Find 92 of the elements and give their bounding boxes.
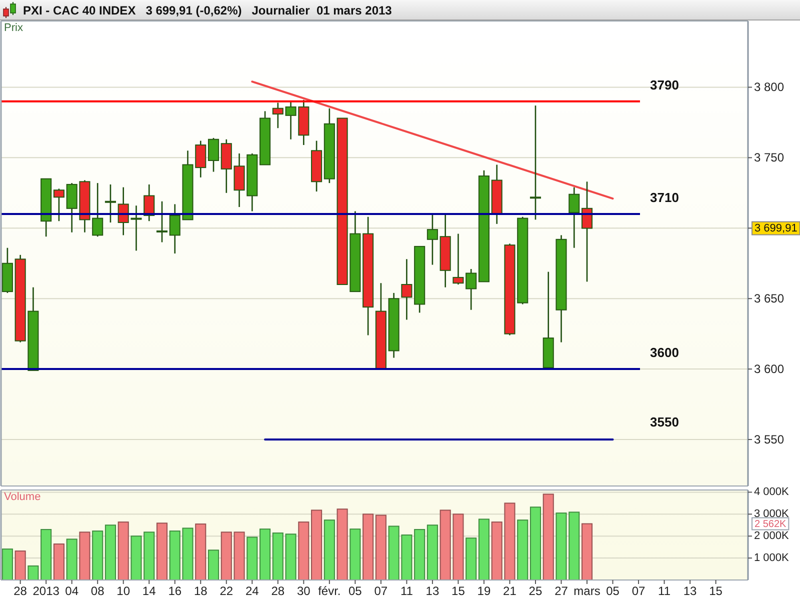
bar (104, 524, 116, 580)
bar (195, 524, 206, 580)
y-tick-label: 3 550 (754, 432, 784, 446)
x-tick-label: 14 (142, 584, 156, 598)
bar (362, 514, 374, 580)
x-tick-label: 25 (528, 584, 542, 598)
bar (53, 544, 64, 580)
y-tick-label: 3 600 (754, 362, 784, 376)
bar (260, 528, 271, 580)
x-tick-label: 2013 (32, 584, 60, 598)
candlestick (92, 182, 104, 238)
bar (375, 514, 386, 580)
ref-line-label: 3790 (650, 76, 679, 92)
bar (336, 508, 348, 580)
x-tick-label: 28 (14, 584, 28, 598)
x-tick-label: 15 (452, 584, 466, 598)
bar (581, 523, 593, 580)
x-tick-label: 05 (606, 584, 620, 598)
x-tick-label: févr. (318, 584, 341, 598)
y-axis-title: Volume (4, 491, 41, 503)
bar (517, 520, 528, 580)
text: 3 699,91 (754, 222, 798, 234)
bar (542, 494, 554, 580)
y-axis-title: Prix (4, 22, 24, 34)
candlestick (208, 137, 220, 172)
x-tick-label: 18 (194, 584, 208, 598)
x-tick-label: 19 (477, 584, 491, 598)
candlestick (581, 180, 593, 282)
bar (298, 522, 310, 580)
y-tick-label: 2 000K (754, 530, 790, 542)
candlestick (401, 258, 412, 320)
bar (324, 520, 335, 580)
x-tick-label: 08 (90, 584, 105, 598)
bar (272, 532, 284, 580)
x-tick-label: 10 (116, 584, 130, 598)
x-tick-label: 16 (168, 584, 182, 598)
x-tick-label: 21 (503, 584, 517, 598)
x-tick-label: 13 (683, 584, 698, 598)
candlestick (466, 268, 477, 311)
text: 3550 (650, 414, 679, 429)
bar (118, 522, 129, 580)
bar (246, 536, 258, 580)
bar (285, 534, 296, 580)
candlestick (53, 188, 64, 222)
x-tick-label: 11 (658, 584, 671, 598)
ref-line-label: 3600 (650, 344, 679, 360)
bar (2, 548, 13, 580)
candlestick (144, 184, 155, 222)
x-tick-label: 22 (220, 584, 234, 598)
x-tick-label: mars (574, 584, 600, 598)
bar (208, 550, 220, 580)
x-tick-label: 07 (632, 584, 646, 598)
x-tick-label: 13 (426, 584, 440, 598)
bar (311, 510, 322, 580)
chart-title: PXI - CAC 40 INDEX 3 699,91 (-0,62%) Journalier 01 mars 2013 (23, 4, 392, 18)
bar (14, 550, 26, 580)
candlestick (426, 213, 438, 266)
x-tick-label: 28 (271, 584, 285, 598)
bar (156, 522, 168, 580)
bar (40, 529, 52, 580)
x-tick-label: 15 (709, 584, 723, 598)
ref-line-label: 3710 (650, 190, 679, 205)
x-tick-label: 30 (296, 584, 311, 598)
bar (478, 518, 490, 580)
bar (66, 538, 78, 580)
x-tick-label: 11 (400, 584, 414, 598)
x-tick-label: 07 (374, 584, 388, 598)
candlestick (568, 186, 580, 249)
y-tick-label: 4 000K (754, 486, 790, 498)
x-tick-label: 04 (65, 584, 79, 598)
x-tick-label: 27 (554, 584, 568, 598)
candlestick (530, 104, 542, 220)
bar (530, 506, 542, 580)
bar (414, 529, 426, 580)
x-tick-label: 24 (245, 584, 260, 598)
bar (92, 530, 104, 580)
bar (426, 524, 438, 580)
bar (79, 532, 90, 580)
text: 2 562K (754, 518, 787, 530)
y-tick-label: 3 750 (754, 150, 784, 165)
candlestick (156, 200, 168, 243)
bar (466, 538, 477, 580)
bar (350, 528, 361, 580)
candlestick (272, 102, 284, 129)
candlestick (452, 233, 464, 286)
y-tick-label: 3 650 (754, 292, 784, 306)
candlestick (104, 184, 116, 224)
x-tick-label: 05 (348, 584, 362, 598)
y-tick-label: 1 000K (754, 552, 790, 564)
bar (28, 565, 39, 580)
y-tick-label: 3 000K (754, 508, 790, 520)
y-tick-label: 3 800 (754, 80, 784, 94)
